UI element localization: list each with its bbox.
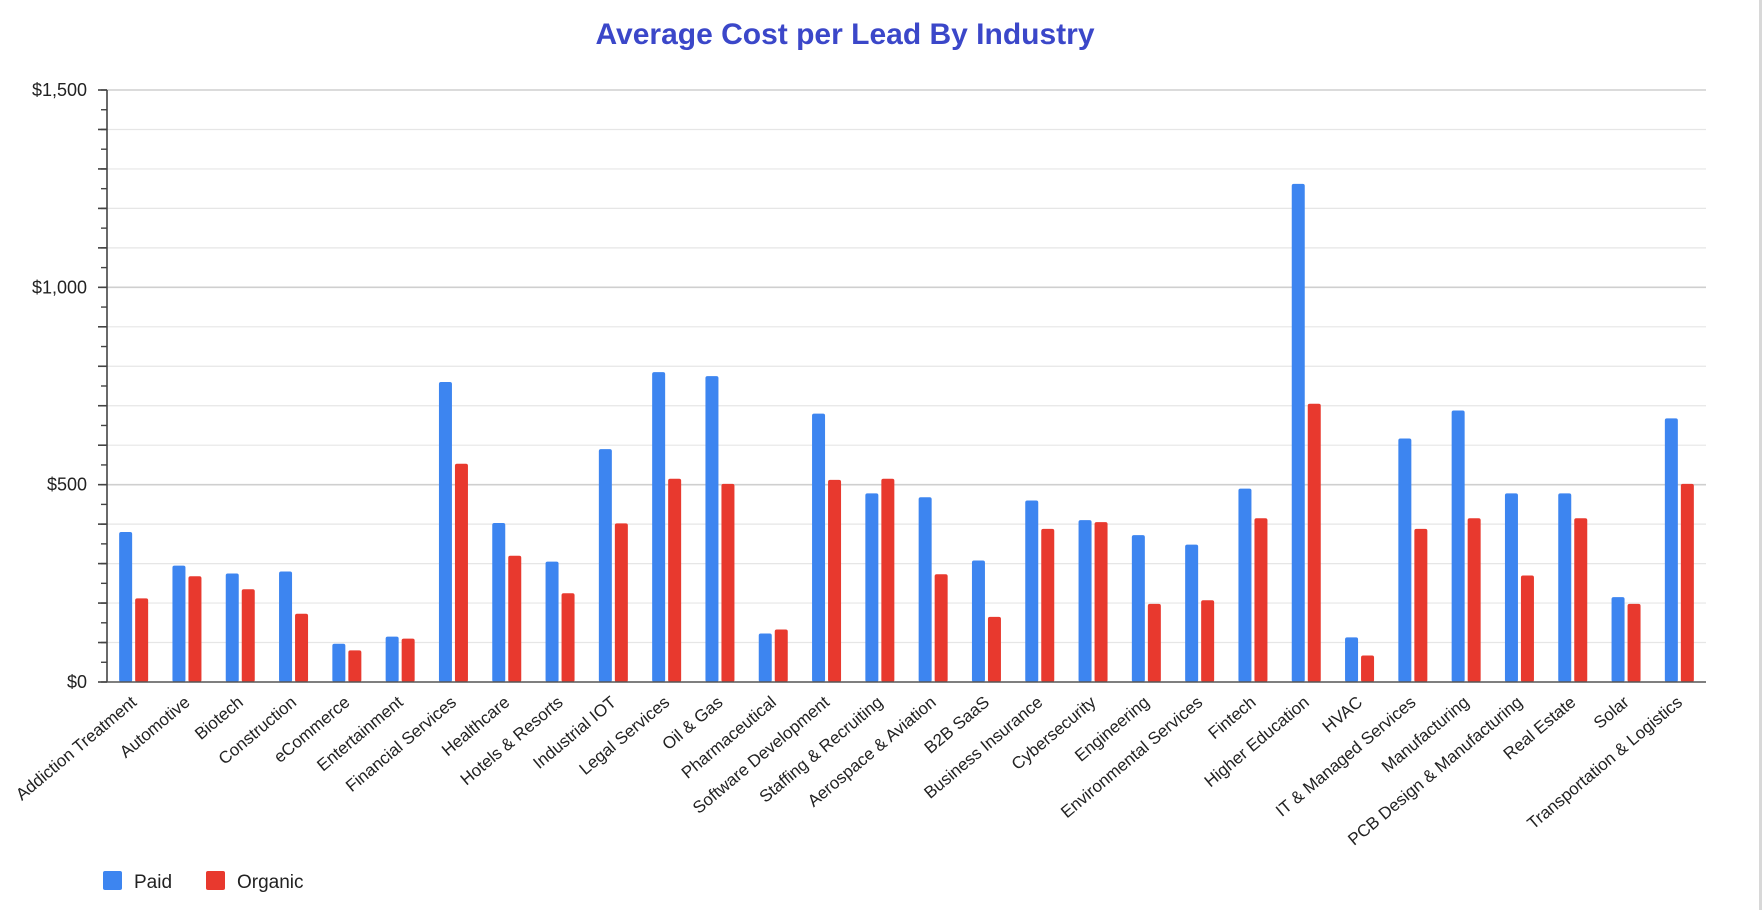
organic-bar xyxy=(1680,483,1694,682)
organic-bar xyxy=(561,593,575,682)
paid-bar xyxy=(758,633,772,682)
organic-bar xyxy=(1467,518,1481,682)
organic-bar xyxy=(828,479,842,682)
paid-bar xyxy=(1131,535,1145,682)
paid-bar xyxy=(652,372,666,682)
x-category-label: HVAC xyxy=(1319,693,1366,737)
organic-bar xyxy=(1627,603,1641,682)
organic-bar xyxy=(508,555,522,682)
organic-bar xyxy=(774,629,788,682)
paid-bar xyxy=(332,643,346,682)
paid-bar xyxy=(1345,637,1359,682)
organic-bar xyxy=(1307,403,1321,682)
y-tick-label: $500 xyxy=(47,475,87,495)
organic-bar xyxy=(241,589,255,682)
organic-bar xyxy=(401,638,415,682)
paid-bar xyxy=(1078,520,1092,682)
paid-bar xyxy=(1025,500,1039,682)
paid-bar xyxy=(1611,597,1625,682)
y-tick-label: $1,500 xyxy=(32,80,87,100)
organic-bar xyxy=(1147,603,1161,682)
organic-bar xyxy=(188,576,202,682)
organic-bar xyxy=(1254,518,1268,682)
organic-bar xyxy=(1520,575,1534,682)
paid-bar xyxy=(545,561,559,682)
legend-swatch-organic xyxy=(206,871,225,890)
paid-bar xyxy=(1185,544,1199,682)
organic-bar xyxy=(454,463,468,682)
organic-bar xyxy=(1574,518,1588,682)
paid-bar xyxy=(598,449,612,682)
paid-bar xyxy=(225,573,239,682)
organic-bar xyxy=(1414,528,1428,682)
paid-bar xyxy=(1504,493,1518,682)
legend-label-organic: Organic xyxy=(237,872,304,893)
organic-bar xyxy=(881,478,895,682)
x-category-label: Solar xyxy=(1590,692,1633,732)
organic-bar xyxy=(348,650,362,682)
paid-bar xyxy=(492,522,506,682)
organic-bar xyxy=(135,598,149,682)
organic-bar xyxy=(1201,600,1215,682)
paid-bar xyxy=(1291,183,1305,682)
paid-bar xyxy=(1238,488,1252,682)
paid-bar xyxy=(918,497,932,682)
paid-bar xyxy=(1398,438,1412,682)
paid-bar xyxy=(1558,493,1572,682)
organic-bar xyxy=(668,478,682,682)
organic-bar xyxy=(1041,528,1055,682)
paid-bar xyxy=(1451,410,1465,682)
paid-bar xyxy=(438,382,452,682)
paid-bar xyxy=(1664,418,1678,682)
organic-bar xyxy=(614,523,628,682)
legend-swatch-paid xyxy=(103,871,122,890)
organic-bar xyxy=(934,574,948,682)
paid-bar xyxy=(172,565,186,682)
paid-bar xyxy=(279,571,293,682)
organic-bar xyxy=(987,616,1001,682)
paid-bar xyxy=(705,376,719,682)
x-category-label: Legal Services xyxy=(576,693,674,779)
y-tick-label: $0 xyxy=(67,672,87,692)
paid-bar xyxy=(971,560,985,682)
paid-bar xyxy=(865,493,879,682)
organic-bar xyxy=(295,613,309,682)
organic-bar xyxy=(721,483,735,682)
chart-title: Average Cost per Lead By Industry xyxy=(595,18,1095,51)
paid-bar xyxy=(812,413,826,682)
organic-bar xyxy=(1094,522,1108,682)
paid-bar xyxy=(385,636,399,682)
y-tick-label: $1,000 xyxy=(32,277,87,297)
paid-bar xyxy=(119,532,133,682)
organic-bar xyxy=(1361,655,1375,682)
right-border xyxy=(1759,0,1762,910)
legend-label-paid: Paid xyxy=(134,872,172,893)
